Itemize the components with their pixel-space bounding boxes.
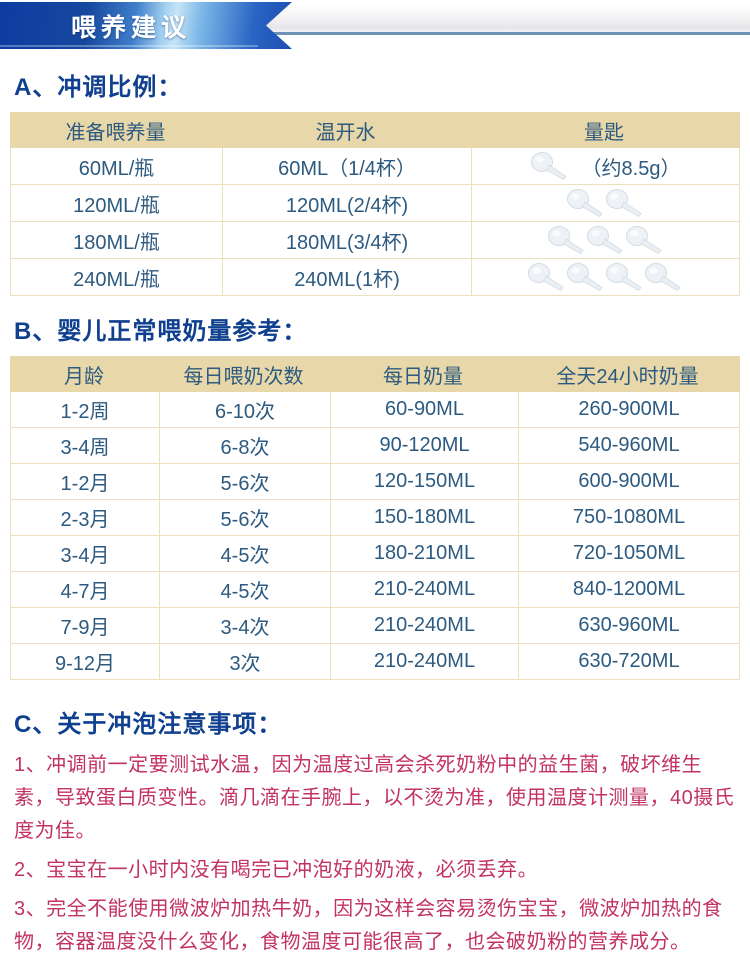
milk-per-feed-cell: 210-240ML [330, 572, 518, 607]
note-paragraph: 1、冲调前一定要测试水温，因为温度过高会杀死奶粉中的益生菌，破坏维生素，导致蛋白… [14, 754, 735, 842]
table-row: 240ML/瓶 240ML(1杯) [11, 259, 739, 296]
milk-per-24h-cell: 630-720ML [518, 644, 739, 679]
measuring-spoon-icon [586, 226, 623, 254]
spoons-cell [471, 259, 739, 295]
milk-per-feed-cell: 210-240ML [330, 644, 518, 679]
column-header: 全天24小时奶量 [556, 365, 699, 388]
age-cell: 1-2月 [60, 473, 110, 495]
column-header: 每日喂奶次数 [183, 365, 304, 388]
table-body: 1-2周 6-10次 60-90ML 260-900ML 3-4周 6-8次 9… [10, 392, 740, 680]
measuring-spoon-icon [645, 263, 681, 291]
age-cell: 9-12月 [54, 653, 116, 675]
column-header: 温开水 [315, 121, 376, 144]
table-body: 60ML/瓶 60ML（1/4杯） （约8.5g） 120ML/瓶 120ML(… [10, 148, 740, 296]
age-cell: 3-4月 [60, 545, 110, 567]
milk-per-24h-cell: 630-960ML [518, 608, 739, 643]
measuring-spoon-icon [528, 263, 564, 291]
table-header-row: 准备喂养量 温开水 量匙 [10, 112, 740, 148]
milk-per-24h-cell: 720-1050ML [518, 536, 739, 571]
water-cell: 180ML(3/4杯) [222, 222, 471, 258]
column-header: 准备喂养量 [65, 121, 166, 144]
table-row: 2-3月 5-6次 150-180ML 750-1080ML [11, 500, 739, 536]
table-row: 60ML/瓶 60ML（1/4杯） （约8.5g） [11, 148, 739, 185]
milk-per-feed-cell: 150-180ML [330, 500, 518, 535]
page-header: 喂养建议 [0, 2, 750, 52]
header-band [258, 5, 750, 35]
age-cell: 2-3月 [60, 509, 110, 531]
note-paragraph: 3、完全不能使用微波炉加热牛奶，因为这样会容易烫伤宝宝，微波炉加热的食物，容器温… [14, 898, 723, 953]
feed-amount-cell: 60ML/瓶 [78, 157, 155, 180]
milk-per-feed-cell: 210-240ML [330, 608, 518, 643]
note-paragraph: 2、宝宝在一小时内没有喝完已冲泡好的奶液，必须丢弃。 [14, 859, 539, 881]
table-row: 180ML/瓶 180ML(3/4杯) [11, 222, 739, 259]
table-row: 3-4周 6-8次 90-120ML 540-960ML [11, 428, 739, 464]
age-cell: 3-4周 [60, 437, 110, 459]
age-cell: 1-2周 [60, 401, 110, 423]
feeds-per-day-cell: 6-10次 [159, 392, 330, 427]
feed-amount-cell: 120ML/瓶 [73, 194, 160, 217]
water-cell: 60ML（1/4杯） [222, 148, 471, 184]
milk-per-24h-cell: 260-900ML [518, 392, 739, 427]
mixing-ratio-table: 准备喂养量 温开水 量匙 60ML/瓶 60ML（1/4杯） （约8.5g） 1… [10, 112, 740, 296]
section-b-heading: B、婴儿正常喂奶量参考： [14, 318, 308, 345]
measuring-spoon-icon [567, 189, 603, 217]
water-cell: 120ML(2/4杯) [222, 185, 471, 221]
table-row: 120ML/瓶 120ML(2/4杯) [11, 185, 739, 222]
measuring-spoon-icon [567, 263, 603, 291]
milk-per-feed-cell: 60-90ML [330, 392, 518, 427]
header-ribbon: 喂养建议 [0, 2, 292, 49]
measuring-spoon-icon [530, 152, 567, 180]
feeds-per-day-cell: 5-6次 [159, 500, 330, 535]
milk-per-24h-cell: 540-960ML [518, 428, 739, 463]
spoons-cell [471, 185, 739, 221]
age-cell: 4-7月 [60, 581, 110, 603]
page-title: 喂养建议 [70, 13, 191, 42]
table-row: 1-2月 5-6次 120-150ML 600-900ML [11, 464, 739, 500]
table-row: 3-4月 4-5次 180-210ML 720-1050ML [11, 536, 739, 572]
section-c-heading: C、关于冲泡注意事项： [14, 711, 283, 738]
milk-per-24h-cell: 840-1200ML [518, 572, 739, 607]
spoons-cell [471, 222, 739, 258]
section-a-heading: A、冲调比例： [14, 74, 183, 101]
age-cell: 7-9月 [60, 617, 110, 639]
milk-per-feed-cell: 120-150ML [330, 464, 518, 499]
table-row: 7-9月 3-4次 210-240ML 630-960ML [11, 608, 739, 644]
feed-amount-cell: 240ML/瓶 [73, 268, 160, 291]
milk-per-24h-cell: 600-900ML [518, 464, 739, 499]
milk-per-24h-cell: 750-1080ML [518, 500, 739, 535]
column-header: 量匙 [584, 121, 624, 144]
feeds-per-day-cell: 4-5次 [159, 536, 330, 571]
feeds-per-day-cell: 6-8次 [159, 428, 330, 463]
milk-per-feed-cell: 180-210ML [330, 536, 518, 571]
feed-amount-cell: 180ML/瓶 [73, 231, 160, 254]
measuring-spoon-icon [547, 226, 584, 254]
table-row: 1-2周 6-10次 60-90ML 260-900ML [11, 392, 739, 428]
measuring-spoon-icon [625, 226, 662, 254]
water-cell: 240ML(1杯) [222, 259, 471, 295]
feeds-per-day-cell: 3次 [159, 644, 330, 679]
table-row: 4-7月 4-5次 210-240ML 840-1200ML [11, 572, 739, 608]
table-header-row: 月龄 每日喂奶次数 每日奶量 全天24小时奶量 [10, 356, 740, 392]
measuring-spoon-icon [606, 189, 642, 217]
milk-per-feed-cell: 90-120ML [330, 428, 518, 463]
table-row: 9-12月 3次 210-240ML 630-720ML [11, 644, 739, 680]
feeds-per-day-cell: 5-6次 [159, 464, 330, 499]
measuring-spoon-icon [606, 263, 642, 291]
feeds-per-day-cell: 3-4次 [159, 608, 330, 643]
feeding-amount-table: 月龄 每日喂奶次数 每日奶量 全天24小时奶量 1-2周 6-10次 60-90… [10, 356, 740, 680]
spoons-cell: （约8.5g） [471, 148, 739, 184]
column-header: 月龄 [64, 365, 104, 388]
feeds-per-day-cell: 4-5次 [159, 572, 330, 607]
column-header: 每日奶量 [383, 365, 463, 388]
spoon-weight-note: （约8.5g） [581, 157, 681, 180]
